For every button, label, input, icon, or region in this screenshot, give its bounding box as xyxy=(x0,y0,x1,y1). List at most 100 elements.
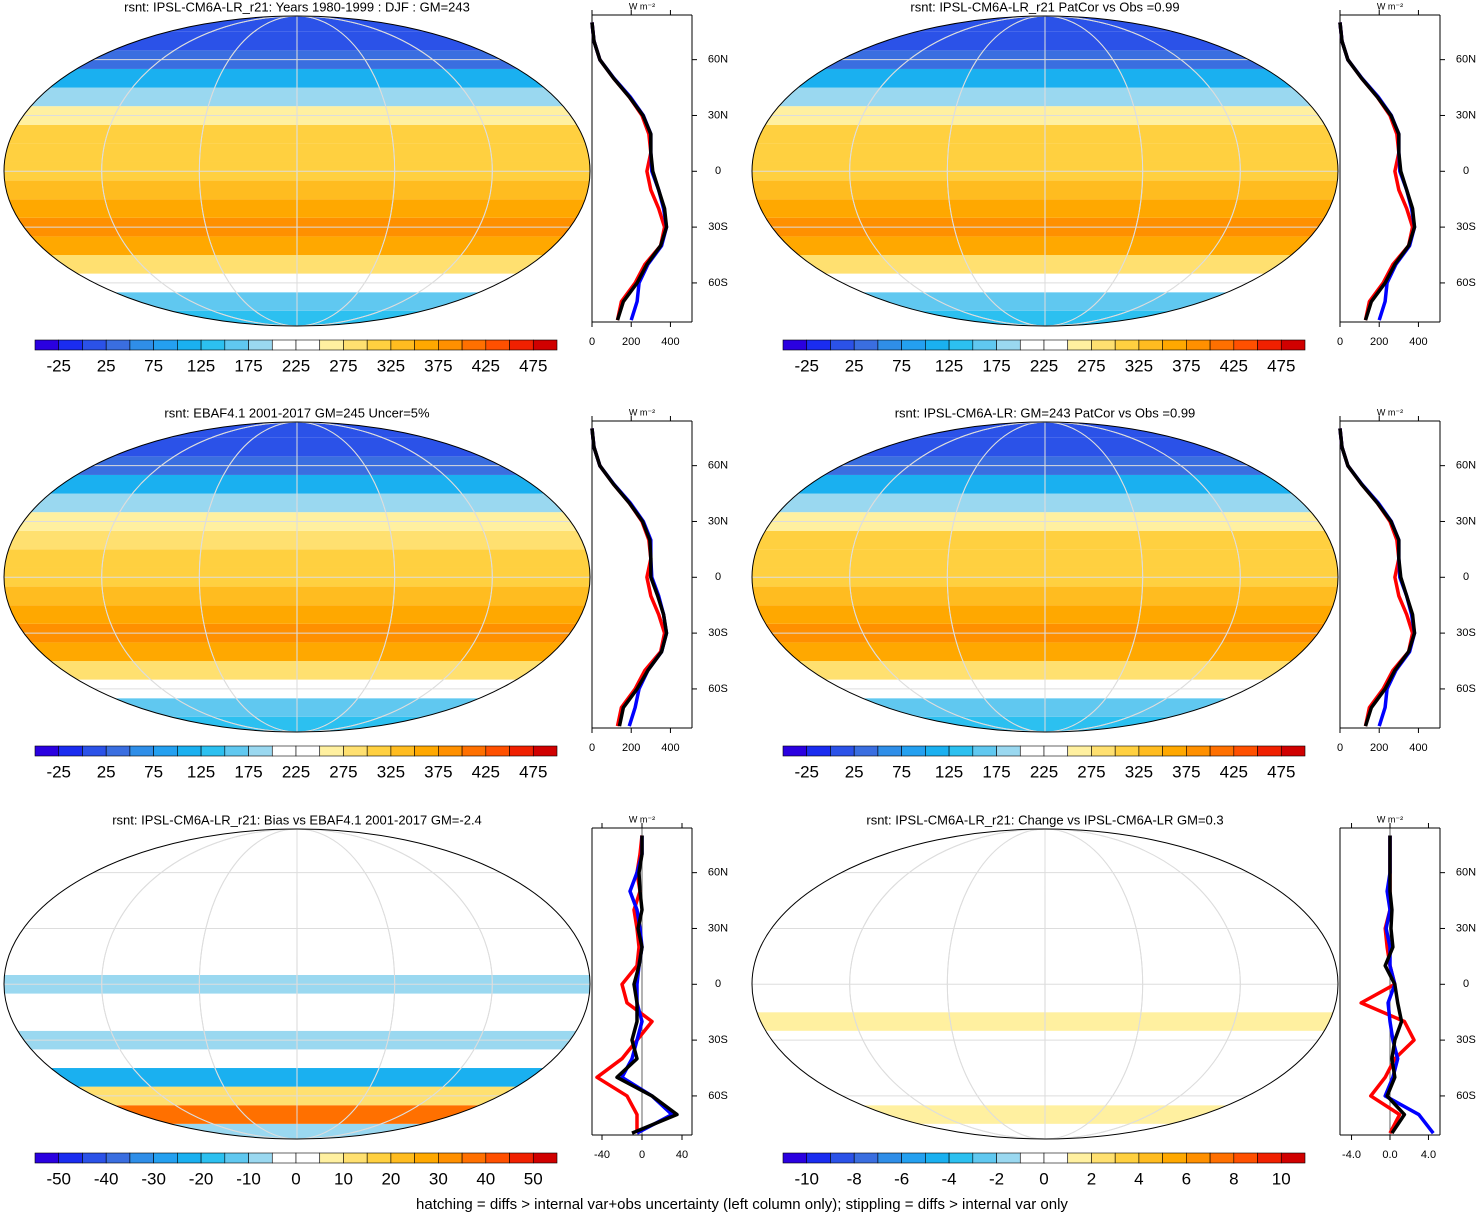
colorbar-box xyxy=(414,745,439,757)
y-tick-label: 0 xyxy=(1463,165,1469,177)
colorbar-box xyxy=(485,745,510,757)
x-tick-label: 40 xyxy=(676,1149,688,1161)
colorbar-box xyxy=(901,1152,926,1164)
colorbar-box xyxy=(1043,1152,1069,1164)
colorbar-box xyxy=(1280,339,1306,351)
colorbar-box xyxy=(830,1152,855,1164)
colorbar-label: 25 xyxy=(845,356,864,375)
colorbar-box xyxy=(295,745,321,757)
colorbar-box xyxy=(1091,339,1116,351)
colorbar-box xyxy=(82,1152,107,1164)
colorbar-box xyxy=(1162,745,1187,757)
colorbar-box xyxy=(153,339,178,351)
colorbar-box xyxy=(485,1152,510,1164)
colorbar-box xyxy=(438,1152,463,1164)
colorbar-label: 20 xyxy=(381,1169,400,1188)
colorbar-box xyxy=(1162,1152,1187,1164)
colorbar-box xyxy=(532,1152,558,1164)
y-tick-label: 0 xyxy=(715,571,721,583)
y-tick-label: 60N xyxy=(1456,867,1476,879)
colorbar-box xyxy=(1186,745,1211,757)
profile-line xyxy=(615,835,679,1135)
colorbar-box xyxy=(105,1152,131,1164)
colorbar-label: 475 xyxy=(519,762,547,781)
colorbar-box xyxy=(1257,745,1282,757)
x-tick-label: 200 xyxy=(622,742,640,754)
colorbar-label: 325 xyxy=(1125,356,1153,375)
y-tick-label: 60S xyxy=(708,683,728,695)
colorbar-label: 225 xyxy=(1030,356,1058,375)
colorbar-box xyxy=(1257,339,1282,351)
colorbar-box xyxy=(58,339,83,351)
colorbar-box xyxy=(972,1152,997,1164)
colorbar-box xyxy=(343,1152,368,1164)
colorbar-box xyxy=(224,1152,249,1164)
colorbar-box xyxy=(853,1152,879,1164)
colorbar-label: 0 xyxy=(291,1169,300,1188)
colorbar-box xyxy=(782,745,808,757)
colorbar-box xyxy=(996,1152,1021,1164)
profile-line xyxy=(1383,835,1407,1135)
colorbar-label: -10 xyxy=(794,1169,819,1188)
colorbar-label: 175 xyxy=(982,762,1010,781)
colorbar-box xyxy=(461,745,487,757)
colorbar-box xyxy=(366,339,392,351)
colorbar-box xyxy=(996,745,1021,757)
colorbar-box xyxy=(806,745,831,757)
colorbar-label: 25 xyxy=(97,356,116,375)
y-tick-label: 30N xyxy=(1456,515,1476,527)
colorbar-box xyxy=(390,745,415,757)
colorbar-box xyxy=(1138,339,1163,351)
colorbar-box xyxy=(319,339,344,351)
colorbar-box xyxy=(485,339,510,351)
colorbar-box xyxy=(224,339,249,351)
colorbar-box xyxy=(1186,339,1211,351)
colorbar-box xyxy=(1233,745,1258,757)
colorbar-box xyxy=(1138,745,1163,757)
colorbar-box xyxy=(1209,339,1235,351)
colorbar-label: 475 xyxy=(1267,762,1295,781)
colorbar-box xyxy=(782,1152,808,1164)
colorbar-box xyxy=(948,745,974,757)
colorbar-box xyxy=(1091,745,1116,757)
colorbar-box xyxy=(177,745,202,757)
colorbar-box xyxy=(532,339,558,351)
colorbar-box xyxy=(271,339,297,351)
colorbar-label: 425 xyxy=(1220,762,1248,781)
panel-title: rsnt: EBAF4.1 2001-2017 GM=245 Uncer=5% xyxy=(164,405,430,420)
colorbar-label: -25 xyxy=(794,762,819,781)
x-tick-label: 0 xyxy=(639,1149,645,1161)
colorbar-box xyxy=(1186,1152,1211,1164)
colorbar-label: 50 xyxy=(524,1169,543,1188)
colorbar-box xyxy=(509,745,534,757)
colorbar-label: -6 xyxy=(894,1169,909,1188)
map xyxy=(752,16,1338,326)
panel-title: rsnt: IPSL-CM6A-LR_r21 PatCor vs Obs =0.… xyxy=(910,0,1179,14)
colorbar-label: 125 xyxy=(187,356,215,375)
colorbar-label: -4 xyxy=(942,1169,957,1188)
colorbar-label: 375 xyxy=(1172,762,1200,781)
y-tick-label: 30S xyxy=(708,1034,728,1046)
colorbar-label: 0 xyxy=(1039,1169,1048,1188)
colorbar-box xyxy=(153,1152,178,1164)
colorbar-box xyxy=(853,339,879,351)
panel-title: rsnt: IPSL-CM6A-LR: GM=243 PatCor vs Obs… xyxy=(895,405,1196,420)
colorbar-box xyxy=(295,339,321,351)
colorbar-box xyxy=(1138,1152,1163,1164)
colorbar-box xyxy=(1043,339,1069,351)
colorbar-label: 425 xyxy=(1220,356,1248,375)
colorbar-box xyxy=(248,1152,273,1164)
colorbar-label: 275 xyxy=(1077,762,1105,781)
colorbar-label: 25 xyxy=(845,762,864,781)
colorbar-box xyxy=(82,339,107,351)
colorbar-box xyxy=(1162,339,1187,351)
x-tick-label: 200 xyxy=(1370,336,1388,348)
colorbar-label: 275 xyxy=(329,356,357,375)
x-tick-label: 400 xyxy=(661,336,679,348)
colorbar-label: 175 xyxy=(234,356,262,375)
colorbar-label: 375 xyxy=(424,762,452,781)
y-tick-label: 60S xyxy=(1456,1090,1476,1102)
colorbar-box xyxy=(82,745,107,757)
x-tick-label: -4.0 xyxy=(1342,1149,1361,1161)
x-tick-label: 0 xyxy=(1337,742,1343,754)
